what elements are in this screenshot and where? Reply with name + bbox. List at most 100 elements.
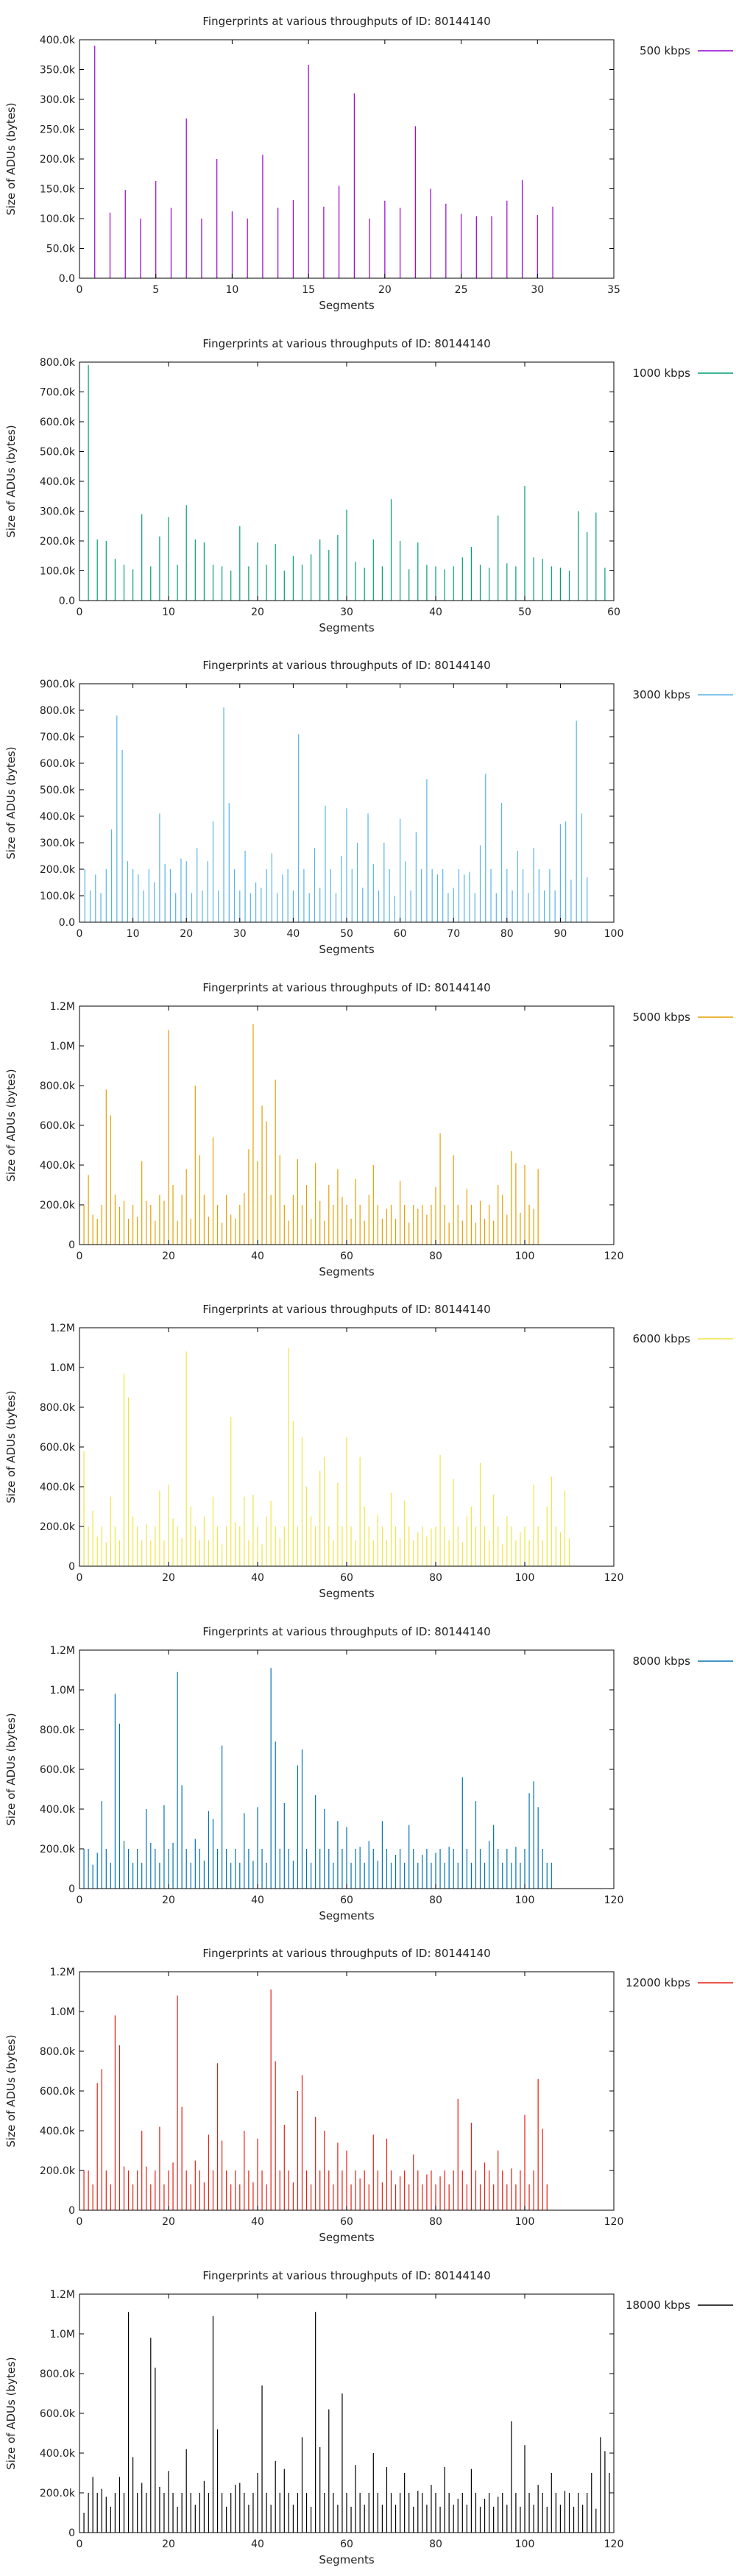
legend: 12000 kbps	[626, 1976, 733, 1989]
x-tick-label: 20	[180, 928, 193, 940]
chart-title: Fingerprints at various throughputs of I…	[202, 337, 490, 350]
chart-panel: Fingerprints at various throughputs of I…	[0, 2254, 736, 2576]
y-tick-label: 0	[68, 2527, 75, 2539]
y-tick-label: 500.0k	[40, 785, 76, 796]
legend-label: 8000 kbps	[633, 1655, 691, 1668]
x-tick-label: 20	[162, 1572, 175, 1584]
bar-chart: Fingerprints at various throughputs of I…	[4, 337, 733, 634]
x-tick-label: 120	[604, 2216, 624, 2228]
y-tick-label: 0	[68, 1561, 75, 1573]
x-tick-label: 0	[77, 606, 83, 618]
x-tick-label: 100	[515, 2216, 535, 2228]
legend-label: 3000 kbps	[633, 688, 691, 701]
x-tick-label: 120	[604, 1250, 624, 1262]
x-tick-label: 100	[604, 928, 624, 940]
x-tick-label: 50	[340, 928, 353, 940]
chart-panel: Fingerprints at various throughputs of I…	[0, 1288, 736, 1610]
y-tick-label: 1.2M	[50, 1645, 75, 1657]
x-tick-label: 30	[233, 928, 247, 940]
x-tick-label: 100	[515, 1894, 535, 1906]
y-axis-label: Size of ADUs (bytes)	[4, 2357, 18, 2469]
y-tick-label: 400.0k	[40, 811, 76, 823]
x-tick-label: 80	[500, 928, 514, 940]
x-tick-label: 120	[604, 1894, 624, 1906]
legend: 500 kbps	[640, 44, 733, 57]
y-tick-label: 800.0k	[40, 1402, 76, 1414]
y-tick-label: 200.0k	[40, 154, 76, 166]
chart-panel: Fingerprints at various throughputs of I…	[0, 966, 736, 1289]
x-tick-label: 40	[251, 1572, 264, 1584]
y-tick-label: 200.0k	[40, 864, 76, 876]
y-tick-label: 600.0k	[40, 1120, 76, 1132]
x-tick-label: 70	[447, 928, 460, 940]
x-tick-label: 30	[340, 606, 353, 618]
x-axis-label: Segments	[319, 1909, 375, 1922]
y-tick-label: 1.0M	[50, 1041, 75, 1052]
bar-series	[94, 46, 553, 278]
y-tick-label: 0	[68, 2205, 75, 2217]
chart-title: Fingerprints at various throughputs of I…	[202, 659, 490, 672]
y-tick-label: 200.0k	[40, 1521, 76, 1533]
x-tick-label: 20	[378, 284, 392, 296]
y-tick-label: 600.0k	[40, 2086, 76, 2098]
y-tick-label: 100.0k	[40, 213, 76, 225]
x-tick-label: 120	[604, 2538, 624, 2550]
y-tick-label: 50.0k	[46, 244, 76, 255]
y-tick-label: 1.0M	[50, 1362, 75, 1374]
x-tick-label: 0	[77, 928, 83, 940]
x-tick-label: 20	[162, 1250, 175, 1262]
y-axis-label: Size of ADUs (bytes)	[4, 1713, 18, 1825]
x-axis-label: Segments	[319, 299, 375, 312]
bar-series	[83, 2311, 610, 2533]
x-tick-label: 60	[340, 1572, 353, 1584]
x-tick-label: 5	[152, 284, 159, 296]
x-tick-label: 40	[251, 2538, 264, 2550]
legend-label: 12000 kbps	[626, 1976, 690, 1989]
x-axis-label: Segments	[319, 1587, 375, 1600]
x-tick-label: 40	[251, 2216, 264, 2228]
x-tick-label: 0	[77, 284, 83, 296]
x-tick-label: 0	[77, 1572, 83, 1584]
x-tick-label: 80	[429, 1572, 442, 1584]
y-tick-label: 300.0k	[40, 94, 76, 106]
x-tick-label: 15	[302, 284, 315, 296]
plot-frame	[79, 39, 615, 279]
x-tick-label: 80	[429, 1894, 442, 1906]
y-tick-label: 200.0k	[40, 2488, 76, 2499]
bar-series	[83, 1667, 552, 1889]
legend-label: 1000 kbps	[633, 367, 691, 380]
y-tick-label: 300.0k	[40, 506, 76, 517]
x-tick-label: 20	[162, 2538, 175, 2550]
y-tick-label: 150.0k	[40, 184, 76, 196]
y-tick-label: 0	[68, 1883, 75, 1895]
x-tick-label: 100	[515, 2538, 535, 2550]
y-tick-label: 200.0k	[40, 2165, 76, 2177]
y-tick-label: 400.0k	[40, 1482, 76, 1493]
chart-title: Fingerprints at various throughputs of I…	[202, 1625, 490, 1638]
x-tick-label: 100	[515, 1250, 535, 1262]
bar-series	[88, 364, 606, 601]
y-tick-label: 900.0k	[40, 679, 76, 690]
x-tick-label: 120	[604, 1572, 624, 1584]
y-tick-label: 200.0k	[40, 1844, 76, 1855]
x-tick-label: 60	[340, 2216, 353, 2228]
y-tick-label: 1.2M	[50, 1323, 75, 1334]
bar-chart: Fingerprints at various throughputs of I…	[4, 1625, 733, 1922]
bar-chart: Fingerprints at various throughputs of I…	[4, 15, 733, 312]
bar-chart: Fingerprints at various throughputs of I…	[4, 1303, 733, 1600]
y-axis-label: Size of ADUs (bytes)	[4, 1390, 18, 1503]
x-tick-label: 60	[340, 1250, 353, 1262]
bar-series	[83, 1989, 548, 2210]
x-tick-label: 20	[251, 606, 264, 618]
x-tick-label: 100	[515, 1572, 535, 1584]
y-axis-label: Size of ADUs (bytes)	[4, 102, 18, 215]
x-tick-label: 40	[251, 1894, 264, 1906]
y-tick-label: 0	[68, 1239, 75, 1251]
y-tick-label: 800.0k	[40, 2368, 76, 2380]
y-tick-label: 800.0k	[40, 1080, 76, 1092]
legend-label: 6000 kbps	[633, 1332, 691, 1345]
x-tick-label: 80	[429, 2216, 442, 2228]
x-tick-label: 60	[394, 928, 407, 940]
x-tick-label: 60	[607, 606, 620, 618]
